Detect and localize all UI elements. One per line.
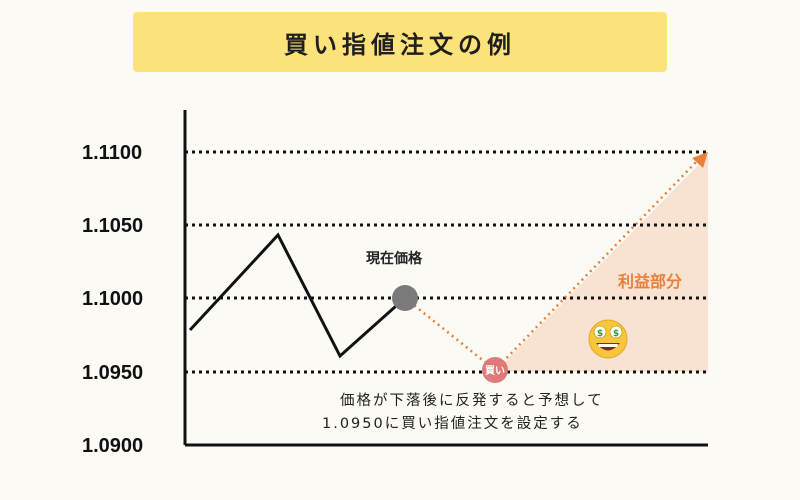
profit-area	[495, 155, 708, 372]
y-tick-label: 1.1100	[82, 142, 142, 164]
current-price-dot	[392, 285, 418, 311]
svg-text:$: $	[613, 329, 619, 339]
page-title: 買い指値注文の例	[284, 30, 516, 59]
profit-label: 利益部分	[618, 272, 682, 291]
price-line	[188, 232, 406, 359]
note-line-1: 価格が下落後に反発すると予想して	[340, 392, 604, 409]
y-tick-label: 1.1000	[82, 288, 143, 310]
note-line-2: 1.0950に買い指値注文を設定する	[322, 415, 583, 432]
buy-point-dot	[482, 357, 508, 383]
y-tick-label: 1.0900	[82, 435, 143, 457]
y-tick-label: 1.1050	[82, 215, 143, 237]
current-price-label: 現在価格	[366, 250, 423, 267]
gridlines	[185, 150, 708, 374]
svg-text:$: $	[597, 329, 603, 339]
y-tick-label: 1.0950	[82, 362, 143, 384]
arrow-head-icon	[692, 152, 708, 168]
money-eyes-emoji-icon: $ $	[588, 319, 628, 359]
buy-point-label: 買い	[485, 365, 505, 377]
title-banner: 買い指値注文の例	[133, 12, 667, 72]
